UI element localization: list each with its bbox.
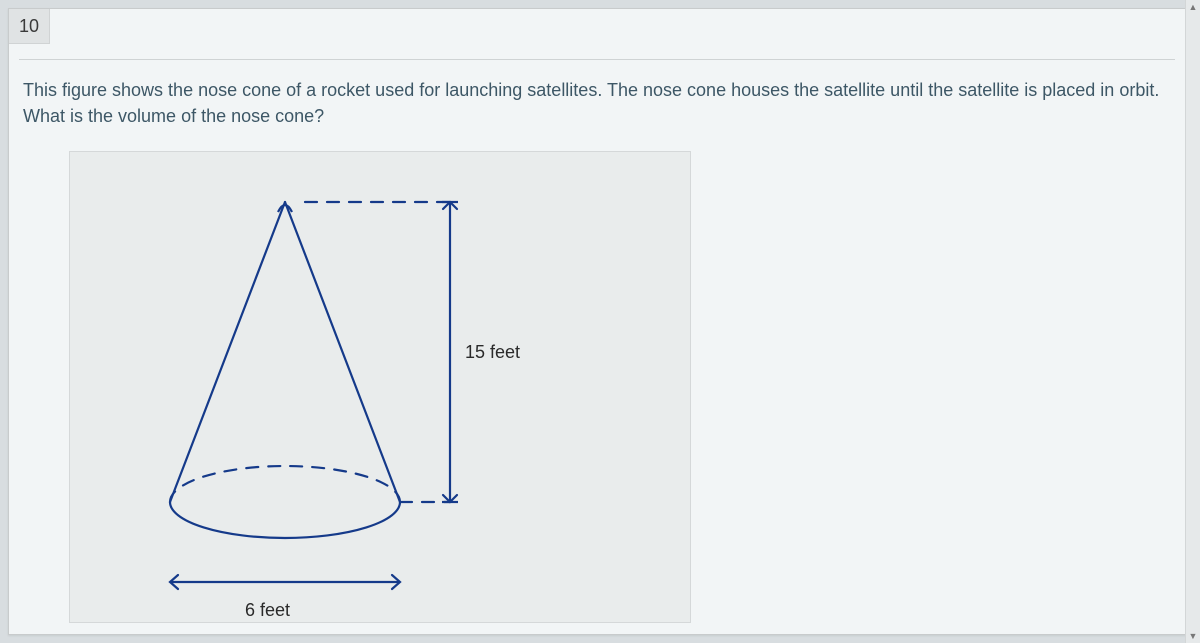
question-number: 10 (9, 9, 50, 44)
scroll-up-icon[interactable]: ▲ (1186, 0, 1200, 14)
divider (19, 59, 1175, 60)
question-panel: 10 This figure shows the nose cone of a … (8, 8, 1186, 635)
height-label: 15 feet (465, 342, 520, 363)
scroll-down-icon[interactable]: ▼ (1186, 629, 1200, 643)
question-text: This figure shows the nose cone of a roc… (23, 77, 1165, 129)
cone-right-side (285, 202, 400, 502)
cone-figure: 15 feet 6 feet (69, 151, 691, 623)
width-label: 6 feet (245, 600, 290, 621)
apex-cap (278, 205, 292, 212)
base-ellipse-back (170, 466, 400, 502)
cone-left-side (170, 202, 285, 502)
base-ellipse-front (170, 502, 400, 538)
scrollbar[interactable]: ▲ ▼ (1185, 0, 1200, 643)
cone-svg (70, 152, 690, 622)
stage: 10 This figure shows the nose cone of a … (0, 0, 1200, 643)
